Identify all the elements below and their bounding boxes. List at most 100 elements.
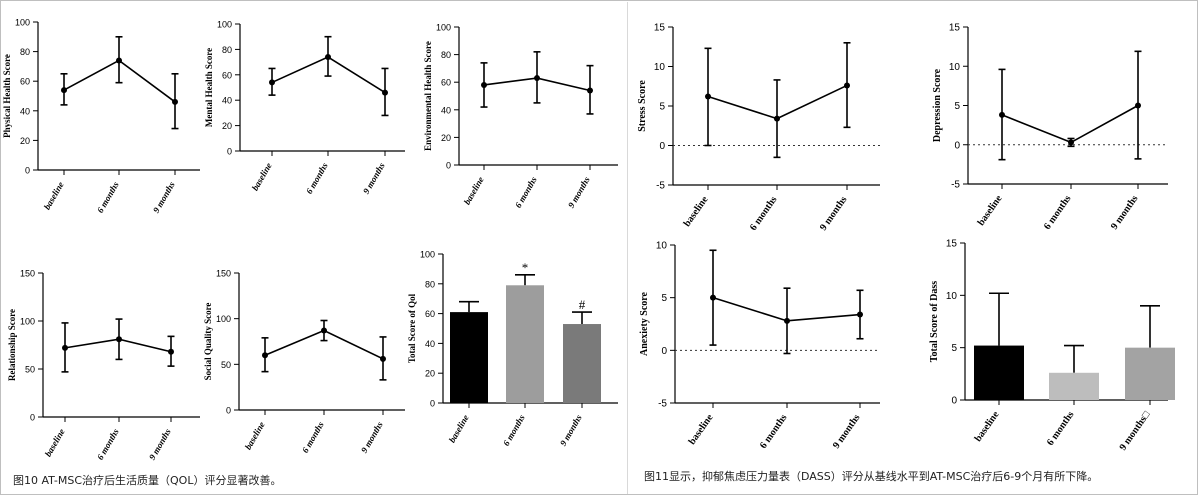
x-tick-label: baseline	[447, 413, 471, 444]
x-tick-label: 9 months	[558, 413, 584, 448]
figure-divider	[627, 2, 628, 494]
data-point	[587, 87, 593, 94]
y-tick-label: 60	[20, 77, 30, 87]
data-point	[269, 79, 275, 86]
x-tick-label: 6 months	[95, 180, 121, 215]
data-point	[534, 75, 540, 82]
chart-stress: -5 0 5 10 15 baseline 6 months 9 months Stress S…	[637, 23, 880, 233]
y-tick-label: 20	[20, 136, 30, 146]
chart-relationship: 0 50 100 150 baseline 6 months 9 months Relatio…	[7, 269, 200, 462]
data-point	[61, 87, 67, 94]
y-tick-label: 0	[446, 161, 451, 171]
data-point	[481, 81, 487, 88]
x-tick-label: baseline	[250, 161, 274, 192]
x-tick-label: 6 months	[1042, 193, 1074, 231]
y-tick-label: 5	[661, 293, 667, 304]
x-tick-label: 9 months	[566, 175, 592, 210]
y-axis-label: Environmental Health Score	[423, 41, 433, 151]
figure11-caption: 图11显示，抑郁焦虑压力量表（DASS）评分从基线水平到AT-MSC治疗后6-9…	[644, 470, 1099, 483]
bar	[974, 345, 1024, 400]
chart-physical: 0 20 40 60 80 100 baseline 6 months 9 months Phys…	[2, 18, 200, 215]
bar	[506, 285, 544, 403]
bar	[450, 312, 488, 403]
significance-marker: *	[522, 260, 529, 275]
chart-dass_total: 0 5 10 15 baseline 6 months 9 months□ Total Sco…	[929, 239, 1175, 453]
y-tick-label: 0	[659, 141, 665, 152]
chart-environmental: 0 20 40 60 80 100 baseline 6 months 9 months Envi…	[423, 23, 618, 210]
x-tick-label: 6 months	[758, 412, 790, 450]
series-line	[1001, 104, 1139, 144]
y-tick-label: 15	[949, 23, 961, 34]
y-tick-label: -5	[658, 399, 667, 410]
y-axis-label: Relationship Score	[7, 309, 17, 381]
chart-anxiety: -5 0 5 10 baseline 6 months 9 months Anexiety S…	[639, 241, 880, 451]
y-tick-label: 20	[441, 133, 451, 143]
bar	[1125, 347, 1175, 400]
y-tick-label: 100	[217, 20, 232, 30]
y-tick-label: 50	[25, 365, 35, 375]
y-tick-label: 100	[15, 18, 30, 28]
x-tick-label: 9 months	[818, 194, 850, 232]
y-tick-label: 20	[222, 121, 232, 131]
y-tick-label: 10	[946, 291, 958, 302]
x-tick-label: baseline	[43, 427, 67, 458]
x-tick-label: 9 months	[151, 180, 177, 215]
data-point	[999, 111, 1005, 118]
y-tick-label: 0	[226, 406, 231, 416]
y-tick-label: 0	[30, 413, 35, 423]
y-tick-label: 150	[20, 269, 35, 279]
y-tick-label: 100	[216, 314, 231, 324]
y-tick-label: 0	[954, 140, 960, 151]
data-point	[774, 115, 780, 122]
y-tick-label: 80	[20, 47, 30, 57]
x-tick-label: 6 months	[513, 175, 539, 210]
y-tick-label: 15	[946, 239, 958, 250]
x-tick-label: baseline	[973, 409, 1002, 444]
x-tick-label: 6 months	[501, 413, 527, 448]
y-axis-label: Mental Health Score	[204, 48, 214, 127]
y-tick-label: 0	[25, 166, 30, 176]
y-tick-label: 80	[425, 279, 435, 289]
x-tick-label: baseline	[682, 194, 711, 229]
chart-depression: -5 0 5 10 15 baseline 6 months 9 months Depressi…	[932, 23, 1168, 232]
y-tick-label: -5	[951, 180, 960, 191]
x-tick-label: baseline	[462, 175, 486, 206]
data-point	[325, 54, 331, 61]
chart-mental: 0 20 40 60 80 100 baseline 6 months 9 months Ment…	[204, 20, 405, 196]
y-tick-label: -5	[656, 181, 665, 192]
y-tick-label: 5	[659, 102, 665, 113]
x-tick-label: 9 months□	[1118, 409, 1153, 452]
x-tick-label: 6 months	[1045, 409, 1077, 447]
y-tick-label: 60	[425, 309, 435, 319]
bar	[1049, 372, 1099, 400]
y-tick-label: 100	[420, 250, 435, 260]
data-point	[784, 317, 790, 324]
y-axis-label: Stress Score	[637, 80, 648, 132]
y-tick-label: 50	[221, 360, 231, 370]
y-tick-label: 40	[222, 96, 232, 106]
y-tick-label: 5	[954, 101, 960, 112]
y-tick-label: 10	[654, 62, 666, 73]
data-point	[321, 327, 327, 334]
x-tick-label: 9 months	[359, 420, 385, 455]
y-tick-label: 40	[20, 106, 30, 116]
y-tick-label: 40	[441, 105, 451, 115]
x-tick-label: baseline	[687, 412, 716, 447]
data-point	[116, 336, 122, 343]
bar	[563, 324, 601, 403]
x-tick-label: 9 months	[831, 412, 863, 450]
y-tick-label: 60	[222, 70, 232, 80]
x-tick-label: baseline	[243, 420, 267, 451]
y-axis-label: Total Score of Qol	[407, 293, 417, 363]
y-tick-label: 100	[436, 23, 451, 33]
figure10-caption: 图10 AT-MSC治疗后生活质量（QOL）评分显著改善。	[13, 474, 282, 487]
x-tick-label: 9 months	[147, 427, 173, 462]
y-tick-label: 5	[951, 343, 957, 354]
data-point	[380, 355, 386, 362]
y-tick-label: 15	[654, 23, 666, 34]
data-point	[116, 57, 122, 64]
y-tick-label: 150	[216, 269, 231, 279]
data-point	[705, 93, 711, 100]
y-tick-label: 10	[949, 62, 961, 73]
